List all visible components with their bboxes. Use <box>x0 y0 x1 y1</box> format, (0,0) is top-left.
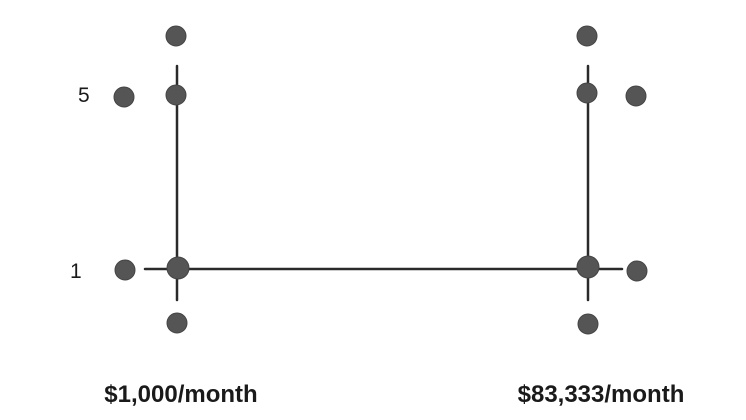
dot-right-bottom <box>577 313 599 335</box>
caption-right: $83,333/month <box>518 381 685 408</box>
dot-left-bottom <box>166 312 188 334</box>
dot-left-lower-outer <box>114 259 136 281</box>
y-label-lower: 1 <box>70 260 82 283</box>
dot-right-lower-inner <box>576 255 600 279</box>
dot-left-upper-inner <box>165 84 187 106</box>
caption-left: $1,000/month <box>104 381 257 408</box>
dot-right-upper-inner <box>576 82 598 104</box>
y-label-upper: 5 <box>78 84 90 107</box>
dot-right-lower-outer <box>626 260 648 282</box>
dot-right-top <box>576 25 598 47</box>
dot-left-lower-inner <box>166 256 190 280</box>
dot-left-top <box>165 25 187 47</box>
dot-right-upper-outer <box>625 85 647 107</box>
dot-left-upper-outer <box>113 86 135 108</box>
